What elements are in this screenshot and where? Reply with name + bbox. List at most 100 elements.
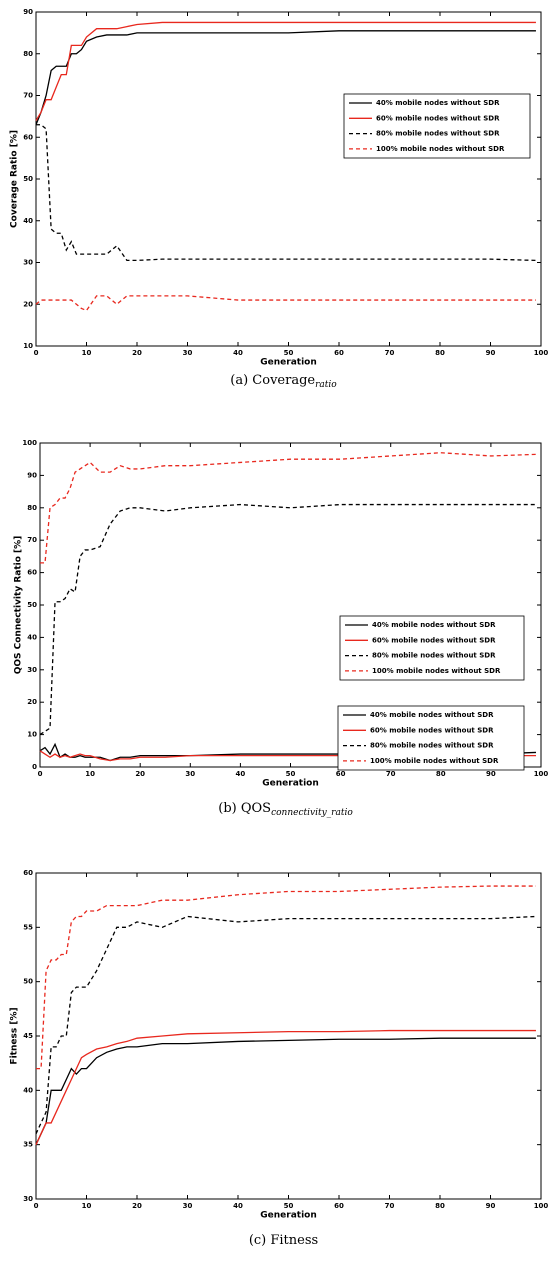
x-axis-label: Generation: [260, 1211, 317, 1221]
y-axis-label: Fitness [%]: [10, 1007, 20, 1064]
x-tick-label: 30: [185, 770, 195, 778]
x-tick-label: 20: [135, 770, 145, 778]
legend-label: 100% mobile nodes without SDR: [372, 667, 501, 675]
caption-subscript: ratio: [315, 380, 337, 390]
y-tick-label: 60: [23, 133, 33, 141]
x-tick-label: 60: [334, 349, 344, 357]
y-tick-label: 20: [23, 300, 33, 308]
y-tick-label: 55: [23, 923, 33, 931]
legend-label: 80% mobile nodes without SDR: [372, 652, 496, 660]
x-tick-label: 60: [334, 1202, 344, 1210]
x-tick-label: 0: [38, 770, 43, 778]
y-axis-label: Coverage Ratio [%]: [10, 130, 20, 228]
caption-text: (a) Coverage: [230, 373, 315, 388]
legend-label: 60% mobile nodes without SDR: [372, 636, 496, 644]
x-tick-label: 90: [486, 349, 496, 357]
x-tick-label: 30: [183, 349, 193, 357]
legend-label: 40% mobile nodes without SDR: [372, 621, 496, 629]
x-tick-label: 40: [233, 1202, 243, 1210]
y-tick-label: 45: [23, 1032, 33, 1040]
caption-text: (b) QOS: [218, 801, 271, 816]
x-tick-label: 30: [183, 1202, 193, 1210]
y-tick-label: 50: [27, 601, 37, 609]
plot-area: [35, 11, 542, 347]
y-tick-label: 70: [23, 92, 33, 100]
data-line: [39, 503, 536, 736]
legend-box: [337, 705, 525, 771]
data-line: [35, 1037, 536, 1145]
y-tick-label: 40: [23, 1086, 33, 1094]
y-tick-label: 90: [23, 8, 33, 16]
data-line: [35, 30, 536, 125]
x-tick-label: 50: [284, 1202, 294, 1210]
data-line: [36, 124, 536, 262]
legend-label: 100% mobile nodes without SDR: [376, 145, 505, 153]
y-tick-label: 10: [27, 731, 37, 739]
x-tick-label: 40: [233, 349, 243, 357]
data-line: [36, 885, 536, 1070]
x-tick-label: 90: [486, 1202, 496, 1210]
data-line: [40, 452, 537, 564]
x-tick-label: 40: [236, 770, 246, 778]
x-tick-label: 20: [132, 1202, 142, 1210]
legend-label: 60% mobile nodes without SDR: [376, 114, 500, 122]
y-tick-label: 50: [23, 175, 33, 183]
x-tick-label: 100: [534, 1202, 549, 1210]
y-tick-label: 20: [27, 698, 37, 706]
y-tick-label: 30: [27, 666, 37, 674]
x-tick-label: 70: [385, 1202, 395, 1210]
x-tick-label: 0: [34, 349, 39, 357]
y-tick-label: 100: [22, 439, 37, 447]
y-tick-label: 0: [32, 763, 37, 771]
y-tick-label: 70: [27, 536, 37, 544]
x-tick-label: 70: [385, 349, 395, 357]
caption-subscript: connectivity_ratio: [271, 808, 353, 818]
y-tick-label: 90: [27, 471, 37, 479]
y-tick-label: 60: [23, 869, 33, 877]
data-line: [35, 295, 536, 312]
y-tick-label: 30: [23, 1195, 33, 1203]
legend-label: 100% mobile nodes without SDR: [370, 757, 499, 765]
x-tick-label: 80: [435, 1202, 445, 1210]
x-tick-label: 10: [85, 770, 95, 778]
y-tick-label: 50: [23, 978, 33, 986]
y-tick-label: 60: [27, 569, 37, 577]
caption: (c) Fitness: [249, 1233, 318, 1248]
x-tick-label: 90: [486, 770, 496, 778]
y-tick-label: 80: [23, 50, 33, 58]
y-tick-label: 35: [23, 1141, 33, 1149]
y-tick-label: 10: [23, 342, 33, 350]
data-line: [35, 915, 536, 1135]
legend-box: [343, 93, 531, 159]
caption-text: (c) Fitness: [249, 1233, 318, 1248]
x-tick-label: 50: [286, 770, 296, 778]
x-tick-label: 100: [534, 349, 549, 357]
x-tick-label: 80: [436, 770, 446, 778]
x-tick-label: 80: [435, 349, 445, 357]
x-axis-label: Generation: [262, 779, 319, 789]
data-line: [35, 21, 536, 121]
caption: (b) QOSconnectivity_ratio: [218, 801, 353, 818]
legend-box: [339, 615, 525, 681]
x-tick-label: 50: [284, 349, 294, 357]
plot-area: [35, 872, 542, 1200]
x-tick-label: 0: [34, 1202, 39, 1210]
legend-label: 40% mobile nodes without SDR: [370, 711, 494, 719]
x-tick-label: 10: [82, 1202, 92, 1210]
y-tick-label: 80: [27, 504, 37, 512]
caption: (a) Coverageratio: [230, 373, 337, 390]
y-axis-label: QOS Connectivity Ratio [%]: [14, 536, 24, 675]
legend-label: 60% mobile nodes without SDR: [370, 726, 494, 734]
x-tick-label: 10: [82, 349, 92, 357]
legend-label: 80% mobile nodes without SDR: [370, 742, 494, 750]
x-axis-label: Generation: [260, 358, 317, 368]
x-tick-label: 20: [132, 349, 142, 357]
legend-label: 80% mobile nodes without SDR: [376, 130, 500, 138]
y-tick-label: 30: [23, 259, 33, 267]
y-tick-label: 40: [23, 217, 33, 225]
y-tick-label: 40: [27, 633, 37, 641]
x-tick-label: 70: [386, 770, 396, 778]
x-tick-label: 100: [534, 770, 549, 778]
legend-label: 40% mobile nodes without SDR: [376, 99, 500, 107]
